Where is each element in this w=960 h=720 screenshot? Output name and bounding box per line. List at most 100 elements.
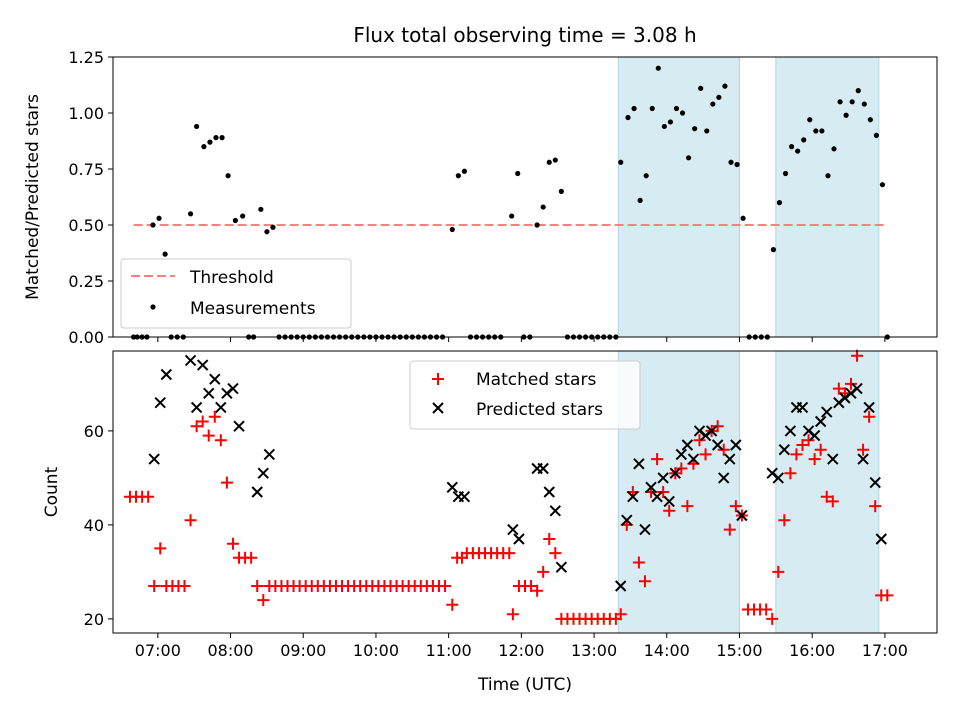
measurements-point-96	[722, 83, 728, 89]
measurements-point-82	[637, 197, 643, 203]
predicted-stars-point-13	[257, 467, 269, 479]
measurements-point-4	[150, 222, 156, 228]
bottom-axes-frame	[112, 350, 938, 634]
measurements-point-69	[558, 188, 564, 194]
measurements-point-116	[843, 112, 849, 118]
predicted-stars-point-41	[711, 439, 724, 451]
measurements-point-54	[461, 168, 468, 174]
measurements-point-109	[801, 137, 807, 143]
measurements-point-118	[855, 88, 861, 94]
matched-stars-point-86	[638, 575, 651, 588]
predicted-stars-point-40	[705, 425, 718, 437]
matched-stars-point-120	[844, 377, 857, 390]
measurements-point-62	[515, 170, 521, 177]
matched-stars-point-82	[614, 608, 627, 621]
x-axis-label: Time (UTC)	[477, 675, 572, 695]
matched-stars-point-88	[651, 453, 664, 466]
matched-stars-point-95	[693, 434, 706, 447]
measurements-point-5	[156, 215, 162, 221]
x-tick-label-1200: 12:00	[498, 641, 544, 660]
matched-stars-point-4	[148, 580, 161, 592]
matched-stars-point-10	[184, 514, 197, 527]
predicted-stars-point-22	[543, 486, 555, 498]
x-tick-label-0900: 09:00	[280, 641, 326, 660]
matched-stars-point-14	[208, 410, 221, 423]
measurements-point-89	[679, 110, 686, 116]
top-y-axis-label: Matched/Predicted stars	[23, 94, 43, 300]
matched-stars-point-106	[760, 603, 773, 616]
matched-stars-point-121	[851, 349, 864, 362]
measurements-point-85	[655, 65, 661, 71]
measurements-point-10	[187, 211, 194, 217]
predicted-stars-point-51	[796, 401, 809, 414]
measurements-point-86	[661, 123, 667, 130]
measurements-point-91	[692, 126, 698, 132]
measurements-point-81	[631, 105, 637, 112]
measurements-point-121	[873, 132, 880, 138]
measurements-point-65	[534, 222, 540, 228]
matched-stars-point-20	[245, 551, 258, 564]
predicted-stars-point-60	[851, 382, 863, 395]
measurements-point-122	[879, 182, 886, 188]
x-tick-label-1400: 14:00	[644, 641, 690, 660]
matched-stars-point-11	[190, 420, 203, 433]
measurements-point-93	[704, 128, 710, 134]
predicted-stars-point-33	[663, 495, 675, 508]
predicted-stars-point-8	[215, 401, 227, 414]
matched-stars-point-16	[220, 476, 233, 489]
matched-stars-point-13	[202, 429, 215, 442]
predicted-legend-marker	[432, 402, 444, 414]
measurements-point-18	[240, 213, 246, 219]
matched-stars-point-5	[154, 542, 167, 555]
predicted-stars-point-1	[154, 396, 166, 409]
predicted-stars-point-4	[190, 401, 203, 414]
matched-stars-point-115	[814, 443, 827, 456]
matched-stars-point-99	[717, 443, 730, 456]
measurements-point-22	[264, 229, 270, 235]
top-legend-box	[120, 258, 352, 329]
measurements-point-66	[540, 204, 546, 210]
predicted-stars-point-31	[651, 490, 663, 503]
predicted-stars-point-14	[263, 448, 276, 461]
predicted-stars-point-24	[555, 561, 568, 573]
matched-stars-point-15	[214, 434, 227, 447]
measurements-point-94	[710, 101, 716, 107]
predicted-stars-point-0	[148, 453, 160, 465]
matched-stars-point-67	[525, 580, 538, 592]
measurements-point-112	[819, 128, 825, 134]
measurements-point-11	[194, 123, 200, 130]
x-tick-label-1600: 16:00	[789, 641, 835, 660]
matched-stars-point-90	[663, 504, 676, 517]
matched-stars-point-71	[549, 547, 562, 560]
matched-stars-point-123	[863, 410, 876, 423]
measurements-point-111	[813, 128, 819, 134]
measurements-point-52	[449, 226, 455, 233]
matched-stars-point-52	[439, 580, 452, 592]
measurements-point-21	[258, 206, 264, 212]
matched-stars-point-100	[723, 523, 736, 536]
measurements-point-80	[625, 114, 631, 121]
matched-stars-point-98	[711, 420, 724, 433]
bottom-legend: Matched stars Predicted stars	[409, 360, 641, 430]
top-observing-window-1	[617, 56, 740, 338]
matched-stars-point-93	[681, 500, 694, 513]
matched-stars-point-124	[869, 500, 882, 513]
top-legend: Threshold Measurements	[120, 258, 352, 329]
bottom-legend-box	[409, 360, 641, 430]
matched-stars-point-3	[142, 490, 155, 503]
threshold-legend-label: Threshold	[189, 268, 274, 288]
measurements-point-110	[807, 117, 813, 123]
matched-stars-point-70	[543, 533, 556, 545]
predicted-stars-point-29	[639, 523, 651, 536]
matched-stars-point-109	[778, 514, 791, 527]
measurements-point-104	[770, 247, 777, 253]
matched-stars-point-22	[257, 594, 270, 607]
top-axes: 0.00 0.25 0.50 0.75 1.00 1.25 Matched/Predict…	[23, 48, 938, 347]
matched-stars-point-17	[226, 537, 239, 550]
predicted-stars-point-3	[184, 354, 197, 367]
predicted-stars-point-63	[869, 476, 881, 489]
bottom-axes: 07:00 08:00 09:00 10:00 11:00 12:00 13:00 14:00…	[42, 349, 938, 660]
x-tick-label-1000: 10:00	[353, 641, 399, 660]
measurements-point-68	[552, 157, 558, 163]
